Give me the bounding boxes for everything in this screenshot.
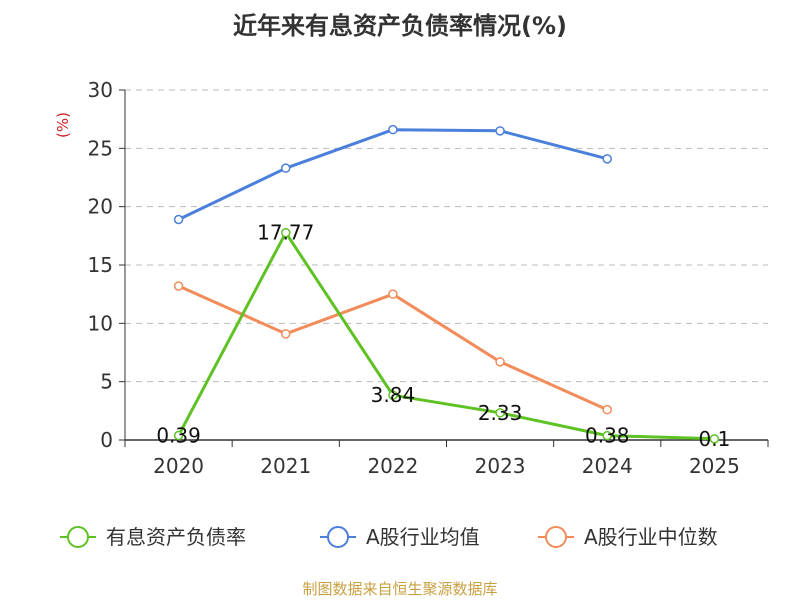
data-point bbox=[281, 227, 291, 238]
data-point bbox=[173, 430, 184, 441]
legend-marker bbox=[545, 526, 567, 548]
source-note: 制图数据来自恒生聚源数据库 bbox=[302, 580, 498, 598]
data-point bbox=[495, 357, 505, 367]
data-point bbox=[388, 289, 398, 299]
y-tick-label: 25 bbox=[88, 136, 113, 160]
data-label: 3.84 bbox=[371, 383, 416, 407]
data-point bbox=[173, 281, 184, 291]
series-line bbox=[177, 231, 715, 441]
x-tick-label: 2021 bbox=[260, 454, 311, 478]
y-tick-label: 20 bbox=[88, 195, 113, 219]
data-point bbox=[495, 126, 505, 136]
data-point bbox=[388, 124, 398, 135]
y-tick-label: 15 bbox=[88, 253, 113, 277]
legend-label: A股行业中位数 bbox=[584, 525, 718, 549]
legend-label: 有息资产负债率 bbox=[106, 525, 246, 549]
data-point bbox=[495, 408, 505, 418]
legend-marker bbox=[327, 526, 349, 548]
x-tick-label: 2022 bbox=[367, 454, 418, 478]
grid-layer bbox=[125, 89, 768, 383]
data-label: 0.39 bbox=[156, 423, 201, 447]
data-point bbox=[602, 154, 612, 164]
legend: 有息资产负债率 A股行业均值 A股行业中位数 bbox=[60, 525, 718, 549]
data-label-layer: 0.39 17.77 3.84 2.33 0.38 0.1 bbox=[156, 221, 730, 451]
data-point bbox=[602, 430, 612, 441]
legend-marker bbox=[67, 526, 89, 548]
data-point bbox=[281, 329, 291, 339]
data-point bbox=[709, 434, 720, 444]
data-label: 0.1 bbox=[699, 427, 731, 451]
data-point bbox=[173, 214, 184, 225]
chart-title: 近年来有息资产负债率情况(%) bbox=[233, 12, 567, 40]
x-tick-label: 2020 bbox=[153, 454, 204, 478]
data-point bbox=[281, 163, 291, 173]
x-tick-label: 2024 bbox=[582, 454, 633, 478]
series-layer bbox=[173, 124, 720, 444]
y-tick-label: 5 bbox=[100, 370, 113, 394]
data-label: 17.77 bbox=[257, 221, 314, 245]
series-line bbox=[177, 128, 608, 221]
data-label: 0.38 bbox=[585, 424, 630, 448]
y-tick-label: 30 bbox=[88, 78, 113, 102]
x-tick-label: 2023 bbox=[475, 454, 526, 478]
data-point bbox=[602, 404, 612, 415]
legend-label: A股行业均值 bbox=[366, 525, 480, 549]
y-tick-label: 10 bbox=[88, 311, 113, 335]
y-tick-label: 0 bbox=[100, 428, 113, 452]
y-axis-label: (%) bbox=[54, 112, 72, 138]
data-label: 2.33 bbox=[478, 401, 523, 425]
x-tick-label: 2025 bbox=[689, 454, 740, 478]
data-point bbox=[388, 390, 398, 400]
